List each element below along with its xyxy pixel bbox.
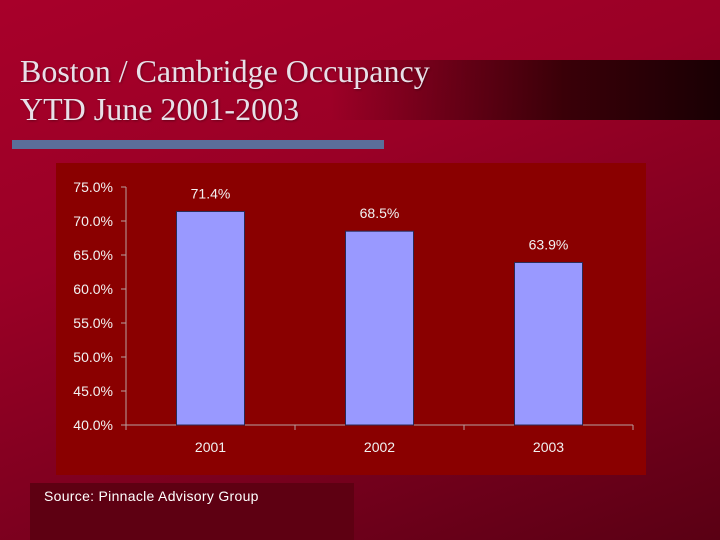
source-box <box>30 483 354 540</box>
y-tick-label: 55.0% <box>73 315 113 331</box>
bar-2001 <box>176 210 245 426</box>
slide-title: Boston / Cambridge Occupancy YTD June 20… <box>20 53 430 127</box>
y-tick-label: 70.0% <box>73 213 113 229</box>
y-tick-label: 40.0% <box>73 417 113 433</box>
y-tick-label: 50.0% <box>73 349 113 365</box>
title-shadow-band <box>330 60 720 120</box>
y-tick-label: 65.0% <box>73 247 113 263</box>
data-label-2002: 68.5% <box>360 205 400 221</box>
data-label-2003: 63.9% <box>529 236 569 252</box>
x-tick-label-2001: 2001 <box>195 439 226 455</box>
source-note: Source: Pinnacle Advisory Group <box>44 488 259 504</box>
x-tick-label-2002: 2002 <box>364 439 395 455</box>
y-tick-label: 75.0% <box>73 179 113 195</box>
bar-2003 <box>514 261 583 426</box>
y-tick-label: 60.0% <box>73 281 113 297</box>
data-label-2001: 71.4% <box>191 185 231 201</box>
y-tick-label: 45.0% <box>73 383 113 399</box>
x-tick-label-2003: 2003 <box>533 439 564 455</box>
bar-2002 <box>345 230 414 426</box>
title-underline <box>12 140 384 149</box>
